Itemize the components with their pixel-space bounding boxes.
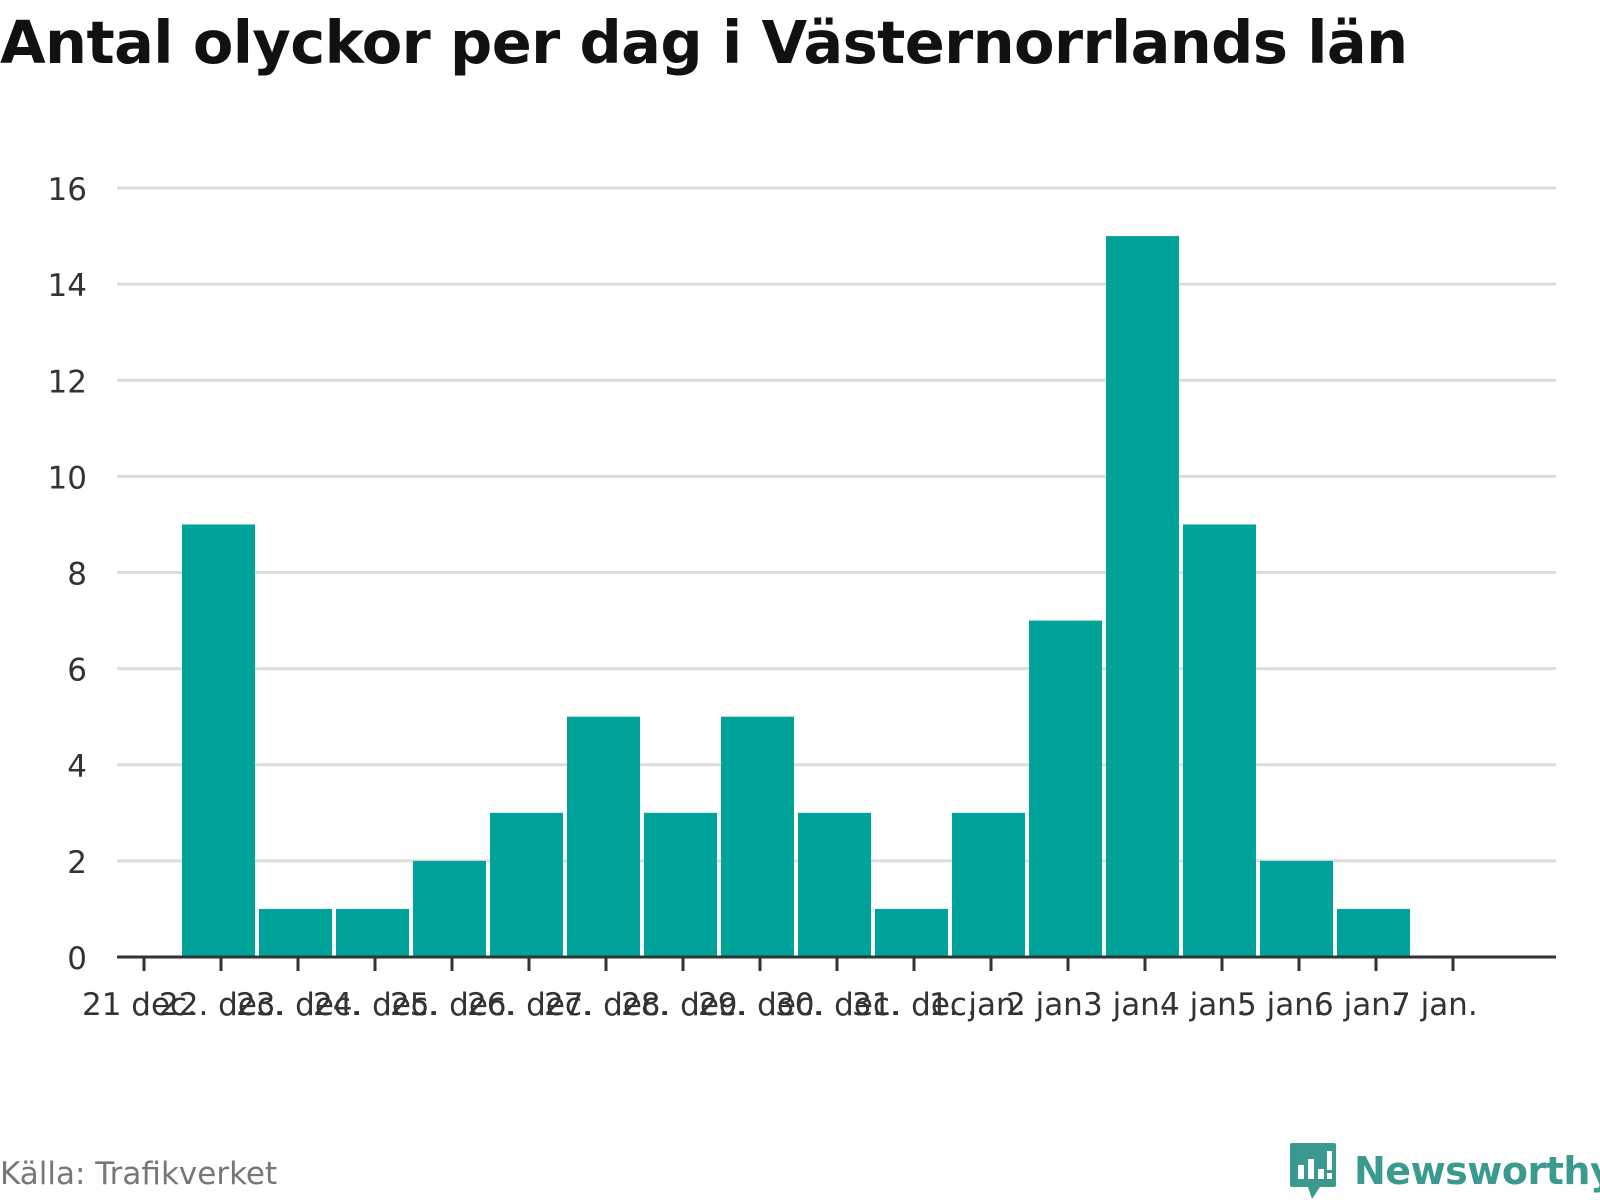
x-tick-label: 5 jan. <box>1237 987 1324 1023</box>
y-tick-label: 2 <box>67 845 87 881</box>
bar <box>952 812 1025 957</box>
x-tick-labels: 21 dec.22. dec.23. dec.24. dec.25. dec.2… <box>82 987 1478 1023</box>
y-tick-label: 0 <box>67 941 87 977</box>
x-tick-label: 4 jan. <box>1160 987 1247 1023</box>
x-tick-label: 24. dec. <box>313 987 438 1023</box>
bar <box>182 524 255 957</box>
x-tick-label: 1. jan. <box>929 987 1026 1023</box>
bar <box>259 908 332 957</box>
x-tick-label: 25. dec. <box>390 987 515 1023</box>
bar <box>1337 908 1410 957</box>
x-tick-label: 7 jan. <box>1391 987 1478 1023</box>
x-tick-label: 22. dec. <box>159 987 284 1023</box>
source-note: Källa: Trafikverket <box>0 1156 278 1192</box>
x-tick-label: 23. dec. <box>236 987 361 1023</box>
chart-title: Antal olyckor per dag i Västernorrlands … <box>0 8 1408 77</box>
y-tick-label: 14 <box>48 268 87 304</box>
x-tick-label: 6 jan. <box>1314 987 1401 1023</box>
bar <box>567 716 640 957</box>
x-tick-label: 28. dec. <box>621 987 746 1023</box>
y-tick-label: 4 <box>67 749 87 785</box>
x-tick-label: 31. dec. <box>852 987 977 1023</box>
y-tick-labels: 0 2 4 6 8 10 12 14 16 <box>48 172 87 977</box>
x-tick-label: 2 jan. <box>1006 987 1093 1023</box>
y-tick-label: 10 <box>48 460 87 496</box>
x-tick-label: 30. dec. <box>775 987 900 1023</box>
bar <box>490 812 563 957</box>
bar <box>1106 236 1179 957</box>
bar <box>1260 860 1333 957</box>
bar <box>644 812 717 957</box>
x-tick-label: 29. dec. <box>698 987 823 1023</box>
y-tick-label: 12 <box>48 364 87 400</box>
bar <box>721 716 794 957</box>
y-tick-label: 16 <box>48 172 87 208</box>
x-tick-label: 27. dec. <box>544 987 669 1023</box>
x-tick-label: 26. dec. <box>467 987 592 1023</box>
x-tick-label: 3 jan. <box>1083 987 1170 1023</box>
gridlines <box>117 186 1556 863</box>
x-axis <box>117 955 1556 971</box>
bar <box>875 908 948 957</box>
x-tick-label: 21 dec. <box>82 987 197 1023</box>
bar <box>413 860 486 957</box>
brand-name: Newsworthy <box>1354 1149 1600 1193</box>
bar <box>798 812 871 957</box>
y-tick-label: 8 <box>67 557 87 593</box>
bar <box>1183 524 1256 957</box>
bars <box>182 236 1410 957</box>
brand: Newsworthy <box>1288 1141 1600 1200</box>
bar <box>1029 620 1102 957</box>
bar <box>336 908 409 957</box>
bar-chart: 0 2 4 6 8 10 12 14 16 21 dec.22. dec.23. dec.24.… <box>48 172 1556 1023</box>
y-tick-label: 6 <box>67 653 87 689</box>
newsworthy-logo-icon <box>1290 1143 1336 1199</box>
